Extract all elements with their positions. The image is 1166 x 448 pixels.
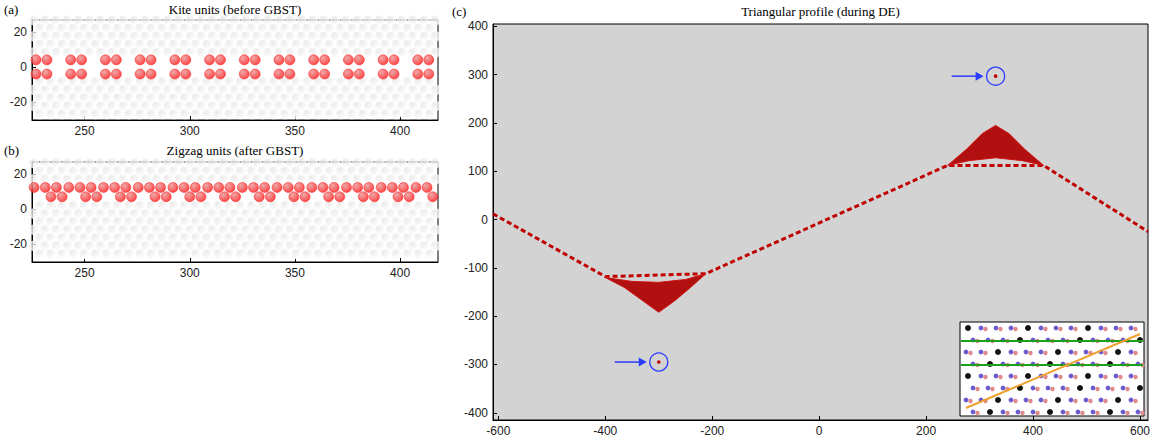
svg-text:-200: -200 [464,309,488,323]
svg-text:-300: -300 [464,357,488,371]
svg-text:Triangular profile (during DE): Triangular profile (during DE) [741,4,900,19]
svg-text:400: 400 [390,266,410,280]
svg-text:400: 400 [390,124,410,138]
svg-text:-20: -20 [10,237,28,251]
svg-text:0: 0 [816,424,823,438]
svg-text:-20: -20 [10,95,28,109]
svg-text:Kite units (before GBST): Kite units (before GBST) [169,2,302,17]
svg-text:-100: -100 [464,261,488,275]
svg-text:-200: -200 [700,424,724,438]
svg-text:250: 250 [75,124,95,138]
svg-text:0: 0 [20,202,27,216]
svg-text:400: 400 [1023,424,1043,438]
svg-text:250: 250 [75,266,95,280]
svg-text:350: 350 [285,124,305,138]
svg-text:(b): (b) [4,143,19,158]
svg-text:0: 0 [481,213,488,227]
svg-text:Zigzag units (after GBST): Zigzag units (after GBST) [167,143,304,158]
svg-text:300: 300 [180,266,200,280]
svg-text:200: 200 [468,116,488,130]
svg-text:200: 200 [916,424,936,438]
svg-text:400: 400 [468,19,488,33]
svg-text:-600: -600 [486,424,510,438]
svg-text:0: 0 [20,60,27,74]
svg-text:-400: -400 [464,406,488,420]
svg-text:350: 350 [285,266,305,280]
svg-text:300: 300 [180,124,200,138]
svg-text:-400: -400 [593,424,617,438]
svg-text:(c): (c) [452,4,466,19]
svg-text:600: 600 [1130,424,1150,438]
svg-text:(a): (a) [4,2,18,17]
svg-text:20: 20 [14,167,28,181]
svg-text:100: 100 [468,164,488,178]
svg-text:300: 300 [468,68,488,82]
svg-text:20: 20 [14,25,28,39]
